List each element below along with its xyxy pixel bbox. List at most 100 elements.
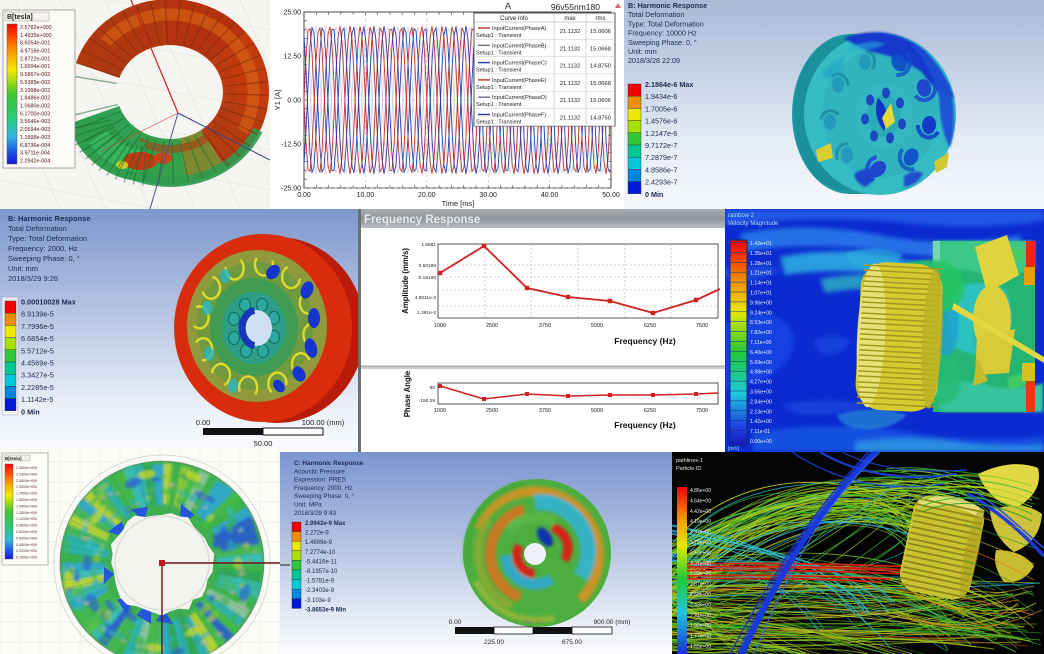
svg-text:2.0594e-003: 2.0594e-003 (20, 127, 50, 133)
svg-text:2.87e+00: 2.87e+00 (690, 582, 711, 588)
svg-text:1.4935e+000: 1.4935e+000 (20, 33, 52, 39)
svg-text:1.35e+01: 1.35e+01 (750, 251, 772, 257)
svg-text:14.8750: 14.8750 (590, 116, 611, 122)
svg-text:5.5385e-002: 5.5385e-002 (20, 80, 50, 86)
svg-text:30.00: 30.00 (479, 192, 497, 199)
svg-text:3.1998e-002: 3.1998e-002 (20, 88, 50, 94)
svg-text:7.2774e-10: 7.2774e-10 (305, 550, 336, 556)
svg-text:Setup1 : Transient: Setup1 : Transient (476, 85, 522, 91)
svg-text:[m/s]: [m/s] (728, 446, 739, 452)
svg-text:2.4000e+000: 2.4000e+000 (16, 466, 37, 470)
svg-text:0.00: 0.00 (196, 418, 211, 427)
svg-text:1.6000e+000: 1.6000e+000 (16, 498, 37, 502)
svg-text:Sweeping Phase: 0, °: Sweeping Phase: 0, ° (294, 492, 355, 500)
svg-text:InputCurrent(PhaseF): InputCurrent(PhaseF) (492, 113, 546, 119)
svg-text:1.9200e+000: 1.9200e+000 (16, 485, 37, 489)
svg-text:2.13e+00: 2.13e+00 (750, 409, 772, 415)
svg-text:8.6054e-001: 8.6054e-001 (20, 41, 50, 47)
svg-text:1.2800e+000: 1.2800e+000 (16, 511, 37, 515)
svg-text:14.8750: 14.8750 (590, 64, 611, 70)
svg-text:1.4576e-6: 1.4576e-6 (645, 117, 677, 126)
svg-text:1.77e+00: 1.77e+00 (690, 634, 711, 640)
svg-text:1.21e+01: 1.21e+01 (750, 271, 772, 277)
svg-text:450.00: 450.00 (523, 619, 543, 626)
svg-text:4.27e+00: 4.27e+00 (750, 380, 772, 386)
svg-text:900.00 (mm): 900.00 (mm) (594, 619, 631, 626)
svg-text:-12.50: -12.50 (281, 142, 301, 149)
svg-text:96v55nm180: 96v55nm180 (551, 2, 600, 12)
svg-text:0.15198: 0.15198 (419, 275, 437, 281)
svg-text:5.69e+00: 5.69e+00 (750, 360, 772, 366)
svg-text:4.98e+00: 4.98e+00 (750, 370, 772, 376)
svg-text:1.7600e+000: 1.7600e+000 (16, 492, 37, 496)
svg-text:2500: 2500 (486, 408, 498, 414)
svg-text:Frequency Response: Frequency Response (364, 214, 480, 226)
svg-text:0.00: 0.00 (287, 98, 301, 105)
svg-text:2018/3/28 22:09: 2018/3/28 22:09 (628, 56, 680, 65)
svg-text:20.00: 20.00 (418, 192, 436, 199)
svg-text:A: A (505, 1, 511, 11)
svg-text:0.3200e+000: 0.3200e+000 (16, 549, 37, 553)
svg-text:Setup1 : Transient: Setup1 : Transient (476, 50, 522, 56)
svg-text:100.00 (mm): 100.00 (mm) (302, 418, 345, 427)
svg-text:1.8486e-002: 1.8486e-002 (20, 96, 50, 102)
svg-text:1000: 1000 (434, 408, 446, 414)
svg-text:21.1132: 21.1132 (560, 46, 581, 52)
svg-text:InputCurrent(PhaseA): InputCurrent(PhaseA) (492, 26, 547, 32)
svg-text:21.1132: 21.1132 (560, 64, 581, 70)
svg-text:15.0606: 15.0606 (590, 29, 611, 35)
svg-text:15.0668: 15.0668 (590, 46, 611, 52)
svg-text:4.64e+00: 4.64e+00 (690, 498, 711, 504)
svg-text:2.8722e-001: 2.8722e-001 (20, 56, 50, 62)
svg-text:1.1142e-5: 1.1142e-5 (21, 395, 53, 404)
svg-text:21.1132: 21.1132 (560, 81, 581, 87)
svg-text:50.00: 50.00 (254, 439, 273, 448)
svg-text:1.7005e-6: 1.7005e-6 (645, 104, 677, 113)
svg-text:Type: Total Deformation: Type: Total Deformation (628, 19, 704, 28)
svg-text:3.75e+00: 3.75e+00 (690, 540, 711, 546)
svg-text:Setup1 : Transient: Setup1 : Transient (476, 120, 522, 126)
svg-text:1.07e+01: 1.07e+01 (750, 291, 772, 297)
svg-text:2018/3/29 9:28: 2018/3/29 9:28 (8, 274, 58, 283)
svg-text:0.4800e+000: 0.4800e+000 (16, 543, 37, 547)
svg-text:7.11e+00: 7.11e+00 (750, 340, 772, 346)
svg-text:1.4400e+000: 1.4400e+000 (16, 504, 37, 508)
svg-text:40.00: 40.00 (541, 192, 559, 199)
svg-text:InputCurrent(PhaseD): InputCurrent(PhaseD) (492, 95, 547, 101)
svg-text:Total Deformation: Total Deformation (8, 224, 67, 233)
svg-text:3.3427e-5: 3.3427e-5 (21, 371, 54, 380)
svg-text:0.00010028 Max: 0.00010028 Max (21, 298, 76, 307)
svg-text:Frequency: 2000, Hz: Frequency: 2000, Hz (8, 244, 78, 253)
svg-text:1.0680e-002: 1.0680e-002 (20, 104, 50, 110)
svg-text:7.7996e-5: 7.7996e-5 (21, 322, 54, 331)
svg-text:Time [ms]: Time [ms] (442, 199, 475, 208)
svg-text:Amplitude (mm/s): Amplitude (mm/s) (401, 248, 410, 314)
svg-text:3.53e+00: 3.53e+00 (690, 550, 711, 556)
svg-text:2.9942e-9 Max: 2.9942e-9 Max (305, 521, 346, 527)
svg-text:-3.103e-9: -3.103e-9 (305, 598, 331, 604)
svg-text:6250: 6250 (644, 408, 656, 414)
svg-text:9.5867e-002: 9.5867e-002 (20, 72, 50, 78)
svg-text:Particle ID: Particle ID (676, 466, 701, 472)
svg-text:Phase Angle: Phase Angle (403, 370, 412, 417)
svg-text:0.9600e+000: 0.9600e+000 (16, 524, 37, 528)
svg-text:Frequency: 2000, Hz: Frequency: 2000, Hz (294, 485, 352, 492)
svg-text:1.2147e-6: 1.2147e-6 (645, 129, 677, 138)
svg-text:25.00: 25.00 (283, 10, 301, 17)
svg-text:4.9716e-001: 4.9716e-001 (20, 49, 50, 55)
svg-text:6.40e+00: 6.40e+00 (750, 350, 772, 356)
svg-text:6.6854e-5: 6.6854e-5 (21, 334, 54, 343)
svg-text:0.00: 0.00 (449, 619, 462, 626)
svg-text:-150.29: -150.29 (419, 398, 436, 404)
svg-text:2018/3/29 9:43: 2018/3/29 9:43 (294, 510, 337, 517)
svg-text:2.43e+00: 2.43e+00 (690, 602, 711, 608)
svg-text:5.5712e-5: 5.5712e-5 (21, 346, 54, 355)
svg-text:InputCurrent(PhaseC): InputCurrent(PhaseC) (492, 61, 547, 67)
svg-text:Velocity Magnitude: Velocity Magnitude (728, 221, 779, 227)
svg-text:1.9434e-6: 1.9434e-6 (645, 92, 677, 101)
svg-text:B[tesla]: B[tesla] (5, 456, 22, 461)
svg-text:2.84e+00: 2.84e+00 (750, 399, 772, 405)
svg-text:2.2400e+000: 2.2400e+000 (16, 472, 37, 476)
svg-text:rainbow 2: rainbow 2 (728, 213, 755, 219)
svg-text:6.8736e-004: 6.8736e-004 (20, 143, 50, 149)
